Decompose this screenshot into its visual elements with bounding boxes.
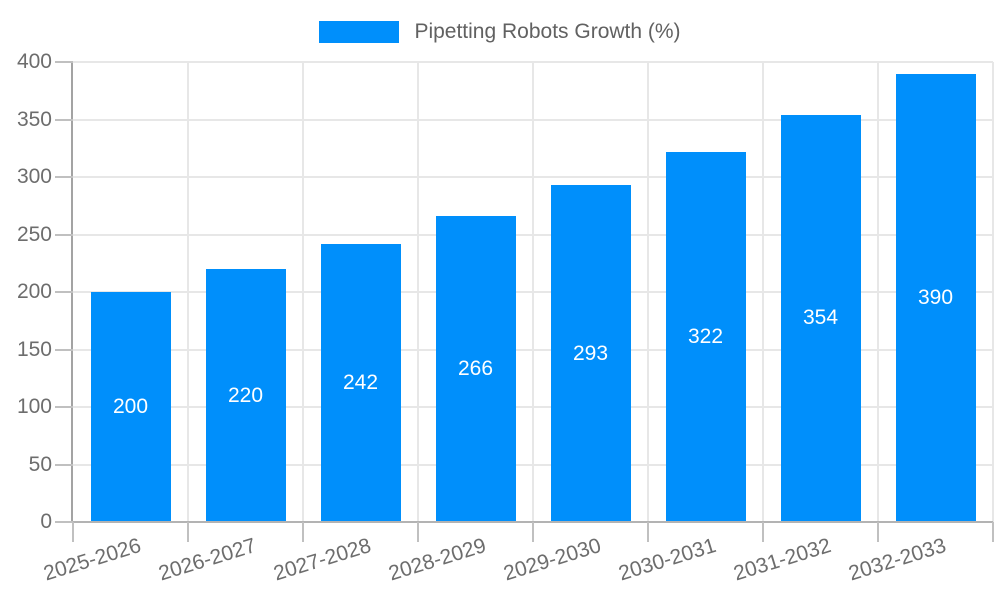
y-axis-tick bbox=[55, 233, 73, 236]
gridline-vertical bbox=[877, 62, 879, 522]
y-axis-label: 50 bbox=[28, 452, 52, 476]
y-axis-label: 400 bbox=[16, 50, 52, 73]
bar-value-label: 354 bbox=[802, 306, 839, 330]
y-axis-tick bbox=[55, 463, 73, 466]
x-axis-tick bbox=[187, 522, 189, 542]
x-axis-tick bbox=[647, 522, 649, 542]
bar-value-label: 390 bbox=[917, 285, 954, 309]
bar-value-label: 242 bbox=[342, 370, 379, 394]
x-axis-tick bbox=[992, 522, 994, 542]
y-axis-tick bbox=[55, 521, 73, 523]
bar[interactable] bbox=[665, 151, 746, 522]
x-axis-tick bbox=[302, 522, 304, 542]
legend-label: Pipetting Robots Growth (%) bbox=[414, 20, 681, 43]
x-axis-tick bbox=[877, 522, 879, 542]
y-axis-tick bbox=[55, 118, 73, 121]
x-axis-tick bbox=[532, 522, 534, 542]
bar[interactable] bbox=[435, 216, 516, 522]
y-axis-label: 200 bbox=[16, 280, 52, 303]
bar[interactable] bbox=[780, 114, 861, 522]
y-axis-label: 150 bbox=[16, 337, 52, 361]
gridline-vertical bbox=[762, 62, 764, 522]
gridline-vertical bbox=[187, 62, 189, 522]
legend-item[interactable]: Pipetting Robots Growth (%) bbox=[319, 20, 681, 44]
bar[interactable] bbox=[895, 73, 976, 522]
bar-value-label: 293 bbox=[572, 341, 609, 365]
plot-area: 200 220 242 266 293 322 354 390 bbox=[73, 61, 994, 522]
y-axis-label: 300 bbox=[16, 165, 52, 188]
bar-value-label: 322 bbox=[687, 324, 724, 348]
y-axis-tick bbox=[55, 291, 73, 293]
bar[interactable] bbox=[550, 185, 631, 522]
bar-value-label: 266 bbox=[457, 357, 494, 381]
y-axis-label: 350 bbox=[16, 107, 52, 131]
gridline-vertical bbox=[992, 62, 994, 522]
bar-value-label: 200 bbox=[112, 395, 149, 418]
bar[interactable] bbox=[90, 292, 171, 522]
x-axis-tick bbox=[417, 522, 419, 542]
bar[interactable] bbox=[320, 243, 401, 522]
y-axis-label: 100 bbox=[16, 395, 52, 418]
y-axis-tick bbox=[55, 61, 73, 63]
legend: Pipetting Robots Growth (%) bbox=[0, 20, 1000, 44]
legend-marker-icon bbox=[319, 21, 400, 43]
bar-value-label: 220 bbox=[227, 383, 264, 407]
gridline-vertical bbox=[302, 62, 304, 522]
x-axis-tick bbox=[762, 522, 764, 542]
y-axis-tick bbox=[55, 348, 73, 351]
gridline-vertical bbox=[417, 62, 419, 522]
y-axis-label: 0 bbox=[40, 510, 52, 533]
y-axis-tick bbox=[55, 406, 73, 408]
bar[interactable] bbox=[205, 269, 286, 522]
x-axis-tick bbox=[72, 522, 74, 542]
y-axis-label: 250 bbox=[16, 222, 52, 246]
gridline-vertical bbox=[532, 62, 534, 522]
y-axis-tick bbox=[55, 176, 73, 178]
gridline-vertical bbox=[647, 62, 649, 522]
